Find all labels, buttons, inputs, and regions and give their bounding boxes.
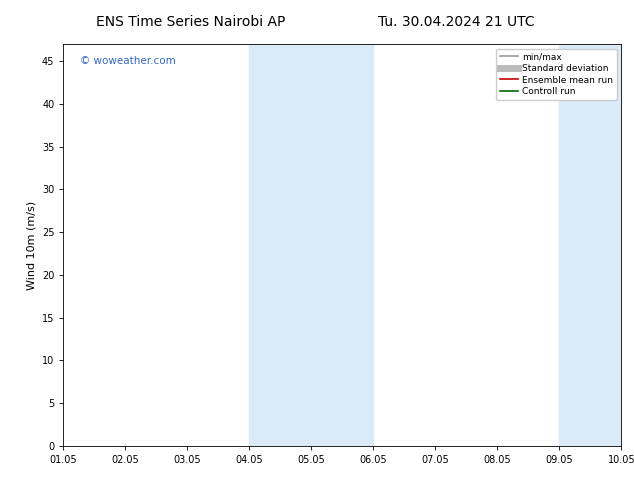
Text: © woweather.com: © woweather.com	[80, 56, 176, 66]
Bar	[559, 44, 634, 446]
Legend: min/max, Standard deviation, Ensemble mean run, Controll run: min/max, Standard deviation, Ensemble me…	[496, 49, 617, 100]
Bar	[249, 44, 373, 446]
Text: Tu. 30.04.2024 21 UTC: Tu. 30.04.2024 21 UTC	[378, 15, 535, 29]
Text: ENS Time Series Nairobi AP: ENS Time Series Nairobi AP	[96, 15, 285, 29]
Y-axis label: Wind 10m (m/s): Wind 10m (m/s)	[27, 200, 36, 290]
